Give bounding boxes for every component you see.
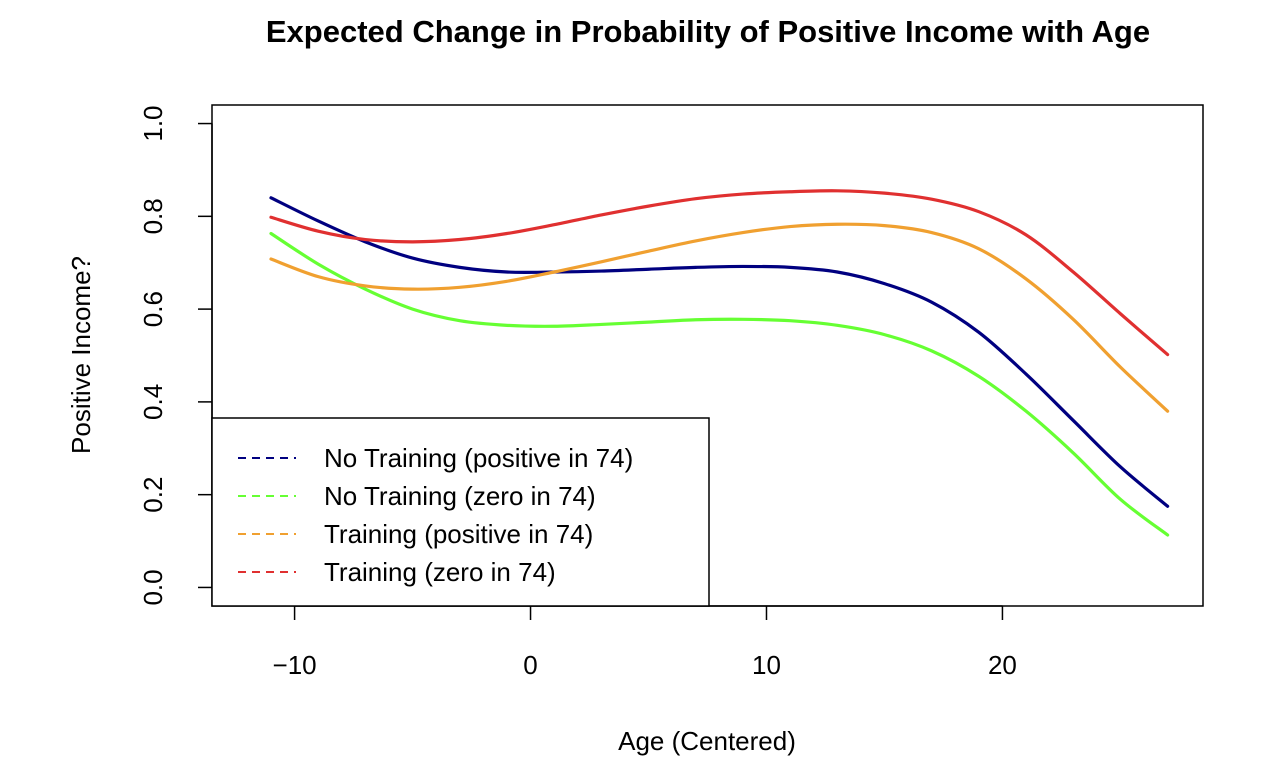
legend-label: No Training (zero in 74) — [324, 481, 596, 511]
y-tick-label: 0.8 — [138, 198, 168, 234]
x-tick-label: −10 — [273, 650, 317, 680]
legend: No Training (positive in 74) No Training … — [211, 417, 710, 607]
y-axis-label: Positive Income? — [66, 256, 96, 454]
y-tick-label: 0.4 — [138, 384, 168, 420]
x-tick-label: 10 — [752, 650, 781, 680]
x-tick-label: 20 — [988, 650, 1017, 680]
legend-box — [211, 417, 710, 607]
legend-label: No Training (positive in 74) — [324, 443, 633, 473]
x-tick-label: 0 — [523, 650, 537, 680]
series-line-1 — [269, 196, 1170, 508]
chart-title: Expected Change in Probability of Positi… — [266, 14, 1150, 49]
y-tick-label: 0.6 — [138, 291, 168, 327]
series-line-2 — [269, 231, 1170, 537]
x-axis: −10 0 10 20 — [273, 605, 1017, 680]
legend-label: Training (positive in 74) — [324, 519, 593, 549]
series-line-3 — [269, 222, 1170, 413]
y-tick-label: 0.2 — [138, 477, 168, 513]
y-axis: 0.0 0.2 0.4 0.6 0.8 1.0 — [138, 105, 213, 606]
series-layer — [269, 189, 1170, 537]
y-tick-label: 1.0 — [138, 105, 168, 141]
y-tick-label: 0.0 — [138, 569, 168, 605]
legend-label: Training (zero in 74) — [324, 557, 556, 587]
x-axis-label: Age (Centered) — [618, 726, 796, 756]
series-line-4 — [269, 189, 1170, 357]
